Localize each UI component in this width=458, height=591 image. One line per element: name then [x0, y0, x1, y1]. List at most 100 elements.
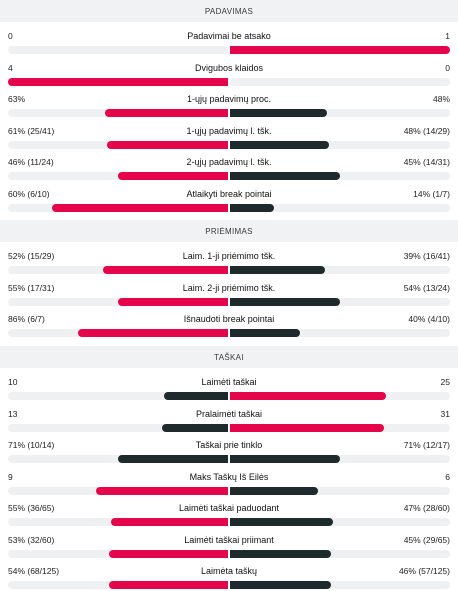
away-value: 31: [440, 408, 450, 419]
away-bar-track: [230, 518, 450, 526]
home-bar-track: [8, 297, 228, 306]
stat-row: 46% (11/24) 2-ųjų padavimų l. tšk. 45% (14…: [0, 156, 458, 182]
stat-label: Laimėti taškai: [201, 377, 257, 387]
away-bar-track: [230, 172, 450, 180]
home-bar-track: [8, 109, 228, 117]
home-value: 55% (36/65): [8, 503, 55, 513]
away-value: 48%: [432, 94, 450, 104]
stat-row: 55% (36/65) Laimėti taškai paduodant 47% (…: [0, 502, 458, 528]
away-value: 40% (4/10): [408, 314, 450, 324]
away-bar-fill: [230, 549, 332, 558]
away-bar-fill: [230, 140, 329, 149]
home-bar-track: [8, 140, 228, 149]
home-bar-fill: [8, 77, 228, 86]
home-bar-track: [8, 486, 228, 495]
home-bar-track: [8, 423, 228, 432]
away-bar-fill: [230, 46, 450, 54]
home-bar-fill: [111, 518, 228, 526]
away-value: 45% (29/65): [403, 534, 450, 545]
away-bar-track: [230, 46, 450, 54]
stat-label: Taškai prie tinklo: [195, 440, 263, 450]
home-bar-track: [8, 581, 228, 589]
away-bar-fill: [230, 172, 340, 180]
away-value: 46% (57/125): [398, 566, 450, 576]
away-bar-track: [230, 392, 450, 400]
away-value: 6: [445, 471, 450, 482]
away-bar-fill: [230, 518, 334, 526]
stat-row: 4 Dvigubos klaidos 0: [0, 62, 458, 88]
home-value: 53% (32/60): [8, 534, 55, 545]
stat-row: 54% (68/125) Laimėta taškų 46% (57/125): [0, 565, 458, 591]
stat-label: 1-ųjų padavimų l. tšk.: [186, 125, 272, 136]
stat-row: 86% (6/7) Išnaudoti break pointai 40% (4/1…: [0, 313, 458, 339]
away-bar-track: [230, 140, 450, 149]
home-value: 10: [8, 377, 18, 387]
home-value: 13: [8, 408, 18, 419]
home-bar-track: [8, 392, 228, 400]
stat-label: Išnaudoti break pointai: [183, 314, 275, 324]
home-bar-track: [8, 172, 228, 180]
home-bar-fill: [162, 423, 228, 432]
away-bar-fill: [230, 392, 387, 400]
home-value: 52% (15/29): [8, 251, 55, 261]
away-value: 47% (28/60): [403, 503, 450, 513]
home-value: 0: [8, 31, 13, 41]
section-header: PRIĖMIMAS: [0, 220, 458, 242]
stat-row: 13 Pralaimėti taškai 31: [0, 408, 458, 434]
stat-label: 1-ųjų padavimų proc.: [186, 94, 272, 104]
stat-row: 53% (32/60) Laimėti taškai priimant 45% (2…: [0, 534, 458, 560]
away-value: 14% (1/7): [413, 188, 450, 199]
stat-label: 2-ųjų padavimų l. tšk.: [186, 157, 272, 167]
away-bar-fill: [230, 109, 327, 117]
home-value: 60% (6/10): [8, 188, 50, 199]
home-bar-fill: [96, 486, 228, 495]
away-bar-fill: [230, 486, 318, 495]
away-value: 45% (14/31): [403, 157, 450, 167]
home-bar-fill: [109, 581, 228, 589]
home-bar-fill: [164, 392, 228, 400]
home-bar-fill: [118, 455, 228, 463]
home-bar-track: [8, 46, 228, 54]
home-value: 61% (25/41): [8, 125, 55, 136]
away-value: 0: [445, 62, 450, 73]
away-bar-fill: [230, 423, 384, 432]
stat-label: Laim. 1-ji priėmimo tšk.: [182, 251, 276, 261]
home-bar-fill: [107, 140, 228, 149]
away-bar-fill: [230, 581, 332, 589]
away-bar-track: [230, 77, 450, 86]
away-bar-fill: [230, 203, 274, 212]
stat-row: 9 Maks Taškų Iš Eilės 6: [0, 471, 458, 497]
away-value: 25: [440, 377, 450, 387]
stat-label: Dvigubos klaidos: [194, 62, 264, 73]
home-value: 46% (11/24): [8, 157, 54, 167]
home-bar-track: [8, 549, 228, 558]
away-bar-track: [230, 549, 450, 558]
away-value: 71% (12/17): [403, 440, 450, 450]
away-bar-track: [230, 203, 450, 212]
home-value: 55% (17/31): [8, 282, 55, 293]
home-bar-fill: [78, 329, 228, 337]
away-bar-track: [230, 109, 450, 117]
home-bar-track: [8, 518, 228, 526]
home-bar-fill: [118, 297, 228, 306]
home-value: 9: [8, 471, 13, 482]
stat-label: Maks Taškų Iš Eilės: [189, 471, 269, 482]
section-header: PADAVIMAS: [0, 0, 458, 22]
away-bar-track: [230, 266, 450, 274]
away-bar-track: [230, 455, 450, 463]
away-bar-fill: [230, 266, 325, 274]
home-bar-fill: [52, 203, 228, 212]
stat-label: Padavimai be atsako: [187, 31, 271, 41]
away-bar-track: [230, 423, 450, 432]
home-value: 86% (6/7): [8, 314, 45, 324]
home-value: 4: [8, 62, 13, 73]
stat-row: 55% (17/31) Laim. 2-ji priėmimo tšk. 54% (…: [0, 282, 458, 308]
away-bar-fill: [230, 297, 340, 306]
home-value: 63%: [8, 94, 26, 104]
home-bar-track: [8, 77, 228, 86]
away-value: 48% (14/29): [403, 125, 450, 136]
stat-label: Laim. 2-ji priėmimo tšk.: [182, 282, 276, 293]
stat-label: Laimėta taškų: [200, 566, 258, 576]
away-value: 39% (16/41): [403, 251, 450, 261]
home-bar-track: [8, 329, 228, 337]
